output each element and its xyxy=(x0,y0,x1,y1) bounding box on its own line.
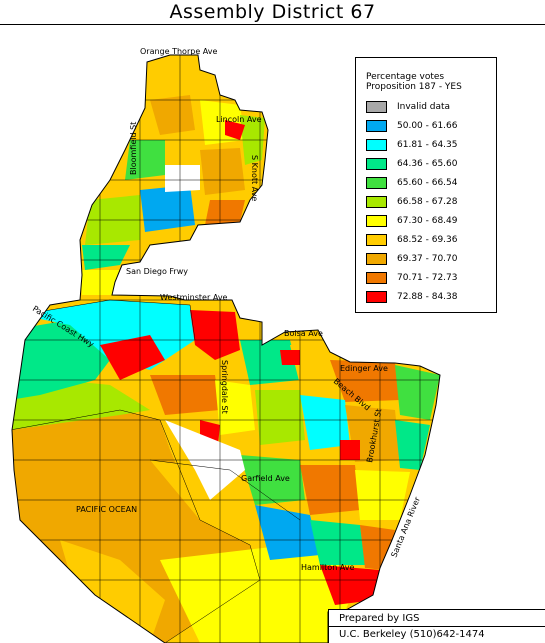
street-edinger: Edinger Ave xyxy=(340,364,388,373)
legend-label: Invalid data xyxy=(397,102,451,112)
legend-swatch xyxy=(366,196,387,208)
legend-swatch xyxy=(366,291,387,303)
credit-contact: U.C. Berkeley (510)642-1474 xyxy=(339,629,485,640)
credit-divider xyxy=(329,626,545,627)
legend-label: 66.58 - 67.28 xyxy=(397,197,458,207)
legend-swatch xyxy=(366,253,387,265)
street-knott: S Knott Ave xyxy=(250,155,259,201)
legend-item: 70.71 - 72.73 xyxy=(366,272,494,286)
district-outline xyxy=(11,54,441,643)
legend-item: 65.60 - 66.54 xyxy=(366,177,494,191)
map-title: Assembly District 67 xyxy=(169,1,376,23)
legend-swatch xyxy=(366,177,387,189)
legend-label: 61.81 - 64.35 xyxy=(397,140,458,150)
credit-prepared-by: Prepared by IGS xyxy=(339,613,420,624)
legend-item: 72.88 - 84.38 xyxy=(366,291,494,305)
legend-item: 67.30 - 68.49 xyxy=(366,215,494,229)
legend-item: 64.36 - 65.60 xyxy=(366,158,494,172)
ocean-label: PACIFIC OCEAN xyxy=(76,505,137,514)
legend-item: Invalid data xyxy=(366,101,494,115)
legend-label: 69.37 - 70.70 xyxy=(397,254,458,264)
street-san-diego-frwy: San Diego Frwy xyxy=(126,267,188,276)
legend-label: 50.00 - 61.66 xyxy=(397,121,458,131)
legend-swatch xyxy=(366,234,387,246)
street-lincoln: Lincoln Ave xyxy=(216,115,262,124)
legend-label: 68.52 - 69.36 xyxy=(397,235,458,245)
credit-box: Prepared by IGS U.C. Berkeley (510)642-1… xyxy=(328,609,545,643)
street-orange-thorpe: Orange Thorpe Ave xyxy=(140,47,218,56)
street-garfield: Garfield Ave xyxy=(241,474,290,483)
street-bolsa: Bolsa Ave xyxy=(284,329,323,338)
legend-swatch xyxy=(366,215,387,227)
legend-label: 64.36 - 65.60 xyxy=(397,159,458,169)
legend-swatch xyxy=(366,272,387,284)
legend-label: 70.71 - 72.73 xyxy=(397,273,458,283)
legend-item: 69.37 - 70.70 xyxy=(366,253,494,267)
legend-title-line2: Proposition 187 - YES xyxy=(366,82,462,92)
legend-swatch xyxy=(366,120,387,132)
legend-label: 72.88 - 84.38 xyxy=(397,292,458,302)
legend-swatch xyxy=(366,158,387,170)
legend: Percentage votes Proposition 187 - YES I… xyxy=(355,57,497,313)
legend-item: 50.00 - 61.66 xyxy=(366,120,494,134)
legend-item: 61.81 - 64.35 xyxy=(366,139,494,153)
legend-item: 66.58 - 67.28 xyxy=(366,196,494,210)
street-bloomfield: Bloomfield St xyxy=(129,122,138,175)
legend-swatch xyxy=(366,139,387,151)
street-springdale: Springdale St xyxy=(220,360,229,414)
street-westminster: Westminster Ave xyxy=(160,293,228,302)
title-rule xyxy=(0,24,545,25)
legend-label: 65.60 - 66.54 xyxy=(397,178,458,188)
legend-swatch xyxy=(366,101,387,113)
legend-title-line1: Percentage votes xyxy=(366,72,445,82)
legend-item: 68.52 - 69.36 xyxy=(366,234,494,248)
street-hamilton: Hamilton Ave xyxy=(301,563,355,572)
legend-label: 67.30 - 68.49 xyxy=(397,216,458,226)
